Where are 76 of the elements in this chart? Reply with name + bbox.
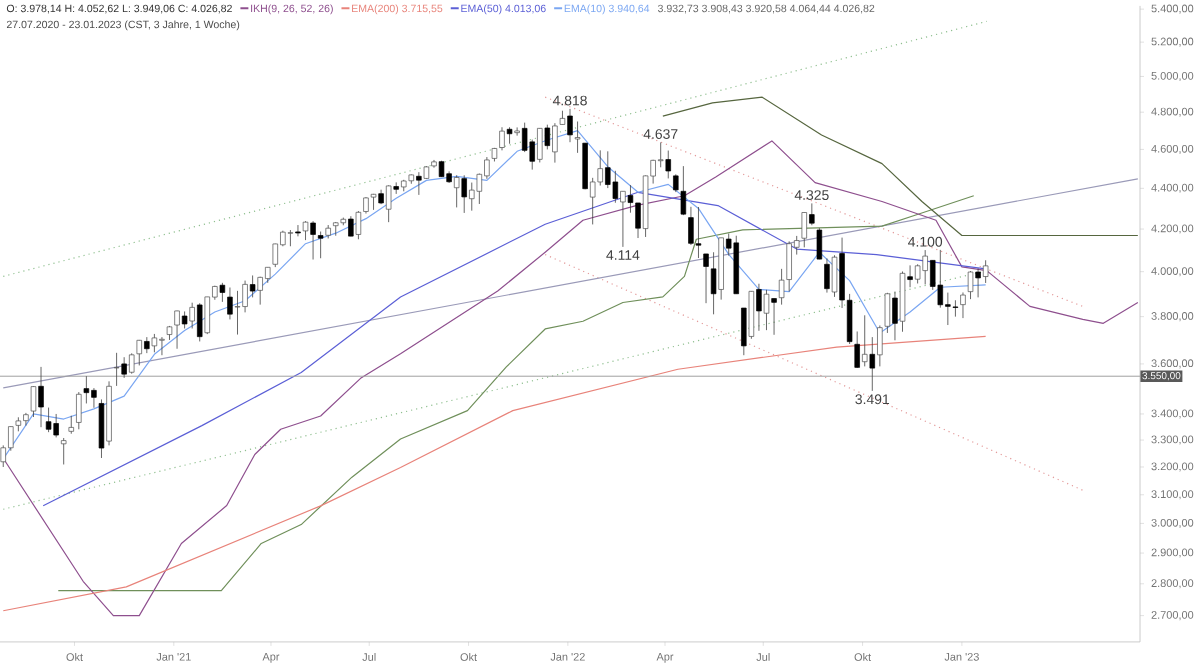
candlestick — [370, 193, 377, 211]
line-series — [2, 140, 1139, 617]
candlestick — [227, 287, 233, 320]
candlestick — [763, 289, 770, 331]
candlestick — [385, 184, 392, 223]
candlestick — [688, 206, 694, 246]
candlestick — [899, 271, 906, 333]
candlestick — [824, 258, 830, 293]
candlestick — [665, 150, 671, 179]
candlestick — [786, 240, 792, 292]
candlestick — [159, 336, 165, 356]
candlestick — [975, 268, 981, 298]
line-series — [2, 129, 987, 460]
candlestick — [506, 126, 513, 145]
line-series — [42, 191, 987, 507]
candlestick — [295, 224, 301, 237]
line-series — [2, 335, 987, 612]
candlestick — [83, 375, 90, 404]
candlestick — [174, 310, 180, 350]
candlestick — [53, 413, 59, 438]
candlestick — [242, 280, 248, 313]
candlestick — [756, 283, 762, 332]
candlestick — [461, 174, 467, 214]
candlestick — [45, 407, 52, 433]
candlestick — [967, 270, 974, 300]
candlestick — [469, 182, 475, 212]
candlestick — [801, 212, 807, 248]
candlestick — [537, 127, 543, 163]
candlestick — [612, 170, 619, 204]
candlestick — [982, 259, 989, 284]
candlestick — [302, 220, 309, 241]
candlestick — [854, 331, 860, 369]
candlestick — [552, 122, 558, 164]
candlestick — [196, 302, 203, 342]
candlestick — [695, 206, 702, 259]
candlestick — [620, 190, 626, 248]
candlestick — [771, 298, 777, 336]
candlestick — [348, 215, 354, 237]
candlestick — [355, 210, 362, 240]
candlestick — [945, 292, 951, 326]
candlestick — [76, 391, 82, 430]
candlestick — [877, 325, 883, 367]
candlestick — [60, 437, 67, 465]
candlestick — [317, 231, 324, 259]
candlestick — [310, 220, 316, 260]
candlestick — [862, 314, 868, 367]
candlestick — [333, 221, 339, 237]
candlestick — [748, 290, 755, 340]
candlestick — [952, 299, 959, 318]
candlestick — [416, 171, 422, 196]
candlestick — [680, 165, 687, 216]
candlestick — [703, 253, 709, 304]
candlestick — [499, 126, 505, 151]
candlestick — [136, 339, 142, 366]
candlestick — [23, 412, 29, 426]
candlestick — [151, 333, 158, 353]
candlestick — [38, 366, 44, 428]
candlestick — [567, 108, 573, 143]
candlestick — [128, 352, 135, 375]
candlestick — [960, 292, 966, 319]
candlestick — [574, 121, 581, 154]
candlestick — [514, 127, 520, 137]
candlestick — [831, 254, 838, 298]
candlestick — [219, 282, 226, 303]
candlestick — [884, 292, 891, 334]
candlestick — [287, 229, 294, 247]
candlestick — [937, 249, 944, 309]
candlestick — [189, 302, 195, 329]
candlestick — [453, 174, 460, 208]
candlestick — [113, 352, 120, 387]
candlestick — [68, 415, 74, 435]
candlestick — [121, 356, 127, 379]
candlestick — [914, 263, 921, 284]
candlestick — [922, 249, 928, 285]
candlestick — [30, 385, 37, 418]
candlestick — [816, 227, 823, 260]
